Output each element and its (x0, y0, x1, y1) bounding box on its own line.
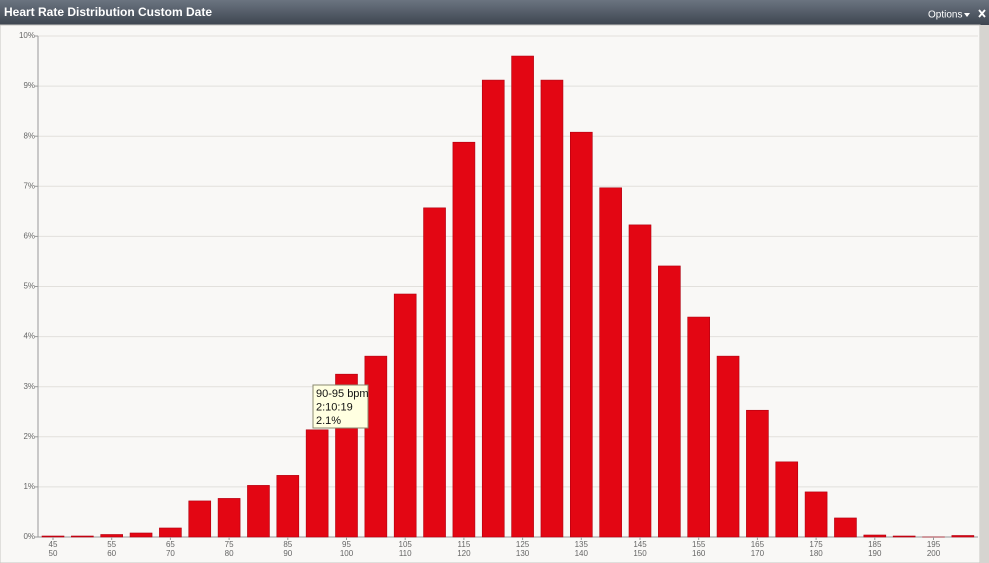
window-title: Heart Rate Distribution Custom Date (4, 5, 212, 19)
y-tick-label: 3% (23, 382, 35, 391)
bar (305, 429, 329, 538)
bar (628, 224, 652, 538)
tooltip-line: 90-95 bpm (316, 388, 369, 400)
bar (569, 131, 593, 538)
x-tick-label: 110 (399, 549, 412, 558)
bar (951, 535, 975, 538)
tooltip-line: 2:10:19 (316, 401, 353, 413)
x-tick-label: 90 (283, 549, 292, 558)
window-edge (980, 25, 989, 563)
bar (129, 532, 153, 538)
bar (892, 535, 916, 538)
y-tick-label: 9% (23, 81, 35, 90)
y-tick-label: 6% (23, 232, 35, 241)
bar (247, 485, 270, 538)
y-tick-label: 0% (23, 532, 35, 541)
bar (217, 498, 241, 538)
bar (834, 517, 857, 538)
x-tick-label: 145 (633, 540, 647, 549)
y-tick-label: 8% (23, 131, 35, 140)
options-button[interactable]: Options (928, 10, 962, 21)
bar (452, 141, 476, 538)
x-tick-label: 160 (692, 549, 706, 558)
x-tick-label: 165 (751, 540, 765, 549)
x-tick-label: 70 (166, 549, 175, 558)
x-tick-label: 80 (225, 549, 234, 558)
x-tick-label: 120 (457, 549, 471, 558)
x-tick-label: 200 (927, 549, 941, 558)
options-arrow[interactable] (964, 13, 970, 17)
bar (423, 207, 446, 538)
x-tick-label: 50 (49, 549, 58, 558)
x-tick-label: 65 (166, 540, 175, 549)
bar (863, 534, 887, 538)
x-tick-label: 130 (516, 549, 530, 558)
x-tick-label: 135 (575, 540, 589, 549)
y-tick-label: 4% (23, 332, 35, 341)
x-tick-label: 140 (575, 549, 589, 558)
bar (481, 79, 505, 538)
bar (540, 79, 564, 538)
bar (775, 461, 799, 538)
bar (658, 265, 681, 538)
x-tick-label: 185 (868, 540, 882, 549)
x-tick-label: 55 (107, 540, 116, 549)
x-tick-label: 45 (49, 540, 58, 549)
bar (41, 535, 65, 538)
bar (716, 355, 740, 538)
x-tick-label: 170 (751, 549, 765, 558)
y-tick-label: 5% (23, 282, 35, 291)
tooltip-line: 2.1% (316, 415, 341, 427)
bar (393, 293, 417, 538)
title-bar (0, 0, 989, 25)
x-tick-label: 195 (927, 540, 941, 549)
x-tick-label: 180 (809, 549, 823, 558)
x-tick-label: 100 (340, 549, 354, 558)
x-tick-label: 175 (809, 540, 823, 549)
x-tick-label: 150 (633, 549, 647, 558)
close-button[interactable] (978, 9, 986, 18)
x-tick-label: 125 (516, 540, 530, 549)
bar (188, 500, 212, 538)
y-tick-label: 2% (23, 432, 35, 441)
bar (364, 355, 388, 538)
bar (599, 187, 622, 538)
tooltip-box (312, 384, 369, 429)
bar (687, 316, 711, 538)
x-tick-label: 60 (107, 549, 116, 558)
x-tick-label: 95 (342, 540, 351, 549)
bar (276, 475, 300, 538)
y-tick-label: 1% (23, 482, 35, 491)
x-tick-label: 155 (692, 540, 706, 549)
x-tick-label: 115 (458, 540, 471, 549)
x-tick-label: 85 (283, 540, 292, 549)
x-tick-label: 105 (399, 540, 413, 549)
bar (159, 527, 182, 538)
bar (511, 55, 534, 538)
bar (71, 535, 94, 538)
y-tick-label: 10% (19, 31, 35, 40)
bar (100, 534, 123, 538)
bar (804, 491, 828, 538)
x-tick-label: 75 (225, 540, 234, 549)
x-tick-label: 190 (868, 549, 882, 558)
y-tick-label: 7% (23, 181, 35, 190)
bar (746, 409, 769, 538)
